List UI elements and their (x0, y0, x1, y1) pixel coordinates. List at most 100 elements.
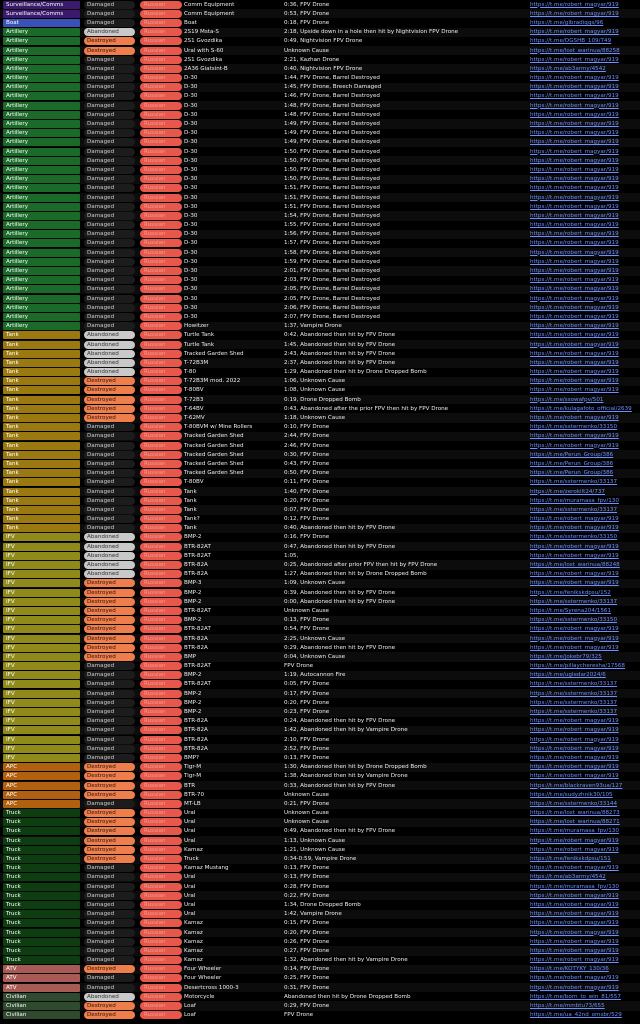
source-link[interactable]: https://t.me/robert_magyar/919 (530, 938, 619, 945)
source-link[interactable]: https://t.me/ab3army/4542 (530, 65, 606, 72)
source-link[interactable]: https://t.me/robert_magyar/919 (530, 846, 619, 853)
source-link[interactable]: https://t.me/robert_magyar/919 (530, 892, 619, 899)
source-link[interactable]: https://t.me/sstermenko/33137 (530, 506, 618, 513)
source-link[interactable]: https://t.me/Syrena204/1561 (530, 607, 612, 614)
source-link[interactable]: https://t.me/robert_magyar/919 (530, 130, 619, 137)
source-link[interactable]: https://t.me/robert_magyar/919 (530, 194, 619, 201)
source-link[interactable]: https://t.me/robert_magyar/919 (530, 571, 619, 578)
source-link[interactable]: https://t.me/robert_magyar/919 (530, 157, 619, 164)
source-link[interactable]: https://t.me/robert_magyar/919 (530, 304, 619, 311)
source-link[interactable]: https://t.me/sstermenko/33137 (530, 681, 618, 688)
source-link[interactable]: https://t.me/robert_magyar/919 (530, 240, 619, 247)
source-link[interactable]: https://t.me/ssowafpv/501 (530, 396, 604, 403)
source-link[interactable]: https://t.me/robert_magyar/919 (530, 93, 619, 100)
source-link[interactable]: https://t.me/sstermenko/33150 (530, 424, 618, 431)
source-link[interactable]: https://t.me/robert_magyar/919 (530, 139, 619, 146)
source-link[interactable]: https://t.me/robert_magyar/919 (530, 947, 619, 954)
source-link[interactable]: https://t.me/robert_magyar/919 (530, 350, 619, 357)
source-link[interactable]: https://t.me/robert_magyar/919 (530, 231, 619, 238)
source-link[interactable]: https://t.me/robert_magyar/919 (530, 222, 619, 229)
source-link[interactable]: https://t.me/robert_magyar/919 (530, 745, 619, 752)
source-link[interactable]: https://t.me/robert_magyar/919 (530, 10, 619, 17)
source-link[interactable]: https://t.me/robert_magyar/919 (530, 1, 619, 8)
source-link[interactable]: https://t.me/robert_magyar/919 (530, 754, 619, 761)
source-link[interactable]: https://t.me/blackraven93ua/127 (530, 782, 623, 789)
source-link[interactable]: https://t.me/lost_warinua/88258 (530, 47, 620, 54)
source-link[interactable]: https://t.me/robert_magyar/919 (530, 29, 619, 36)
source-link[interactable]: https://t.me/OGSHB_109/749 (530, 38, 612, 45)
source-link[interactable]: https://t.me/robert_magyar/919 (530, 911, 619, 918)
source-link[interactable]: https://t.me/robert_magyar/919 (530, 975, 619, 982)
source-link[interactable]: https://t.me/robert_magyar/919 (530, 580, 619, 587)
source-link[interactable]: https://t.me/robert_magyar/919 (530, 957, 619, 964)
source-link[interactable]: https://t.me/robert_magyar/919 (530, 203, 619, 210)
source-link[interactable]: https://t.me/sstermenko/33137 (530, 709, 618, 716)
source-link[interactable]: https://t.me/ab3army/4542 (530, 874, 606, 881)
source-link[interactable]: https://t.me/robert_magyar/919 (530, 736, 619, 743)
source-link[interactable]: https://t.me/robert_magyar/919 (530, 359, 619, 366)
source-link[interactable]: https://t.me/lost_warinua/88273 (530, 810, 620, 817)
source-link[interactable]: https://t.me/pillaycheresha/17568 (530, 663, 625, 670)
source-link[interactable]: https://t.me/robert_magyar/919 (530, 148, 619, 155)
source-link[interactable]: https://t.me/robert_magyar/919 (530, 249, 619, 256)
source-link[interactable]: https://t.me/robert_magyar/919 (530, 295, 619, 302)
source-link[interactable]: https://t.me/robert_magyar/919 (530, 111, 619, 118)
source-link[interactable]: https://t.me/robert_magyar/919 (530, 121, 619, 128)
source-link[interactable]: https://t.me/ua_42nd_omsbr/529 (530, 1012, 622, 1019)
source-link[interactable]: https://t.me/gibradiqqs/96 (530, 19, 604, 26)
source-link[interactable]: https://t.me/robert_magyar/919 (530, 552, 619, 559)
source-link[interactable]: https://t.me/ugledar2024/6 (530, 672, 606, 679)
source-link[interactable]: https://t.me/sstermenko/33137 (530, 598, 618, 605)
source-link[interactable]: https://t.me/robert_magyar/919 (530, 525, 619, 532)
source-link[interactable]: https://t.me/robert_magyar/919 (530, 258, 619, 265)
source-link[interactable]: https://t.me/robert_magyar/919 (530, 369, 619, 376)
source-link[interactable]: https://t.me/robert_magyar/919 (530, 516, 619, 523)
source-link[interactable]: https://t.me/robert_magyar/919 (530, 286, 619, 293)
source-link[interactable]: https://t.me/born_to_win_81/557 (530, 993, 621, 1000)
source-link[interactable]: https://t.me/robert_magyar/919 (530, 920, 619, 927)
source-link[interactable]: https://t.me/robert_magyar/919 (530, 378, 619, 385)
source-link[interactable]: https://t.me/robert_magyar/919 (530, 727, 619, 734)
source-link[interactable]: https://t.me/robert_magyar/919 (530, 635, 619, 642)
source-link[interactable]: https://t.me/sstermenko/33144 (530, 800, 618, 807)
source-link[interactable]: https://t.me/robert_magyar/919 (530, 332, 619, 339)
source-link[interactable]: https://t.me/robert_magyar/919 (530, 387, 619, 394)
source-link[interactable]: https://t.me/mmbtu73/655 (530, 1003, 605, 1010)
source-link[interactable]: https://t.me/lost_warinua/88248 (530, 562, 620, 569)
source-link[interactable]: https://t.me/robert_magyar/919 (530, 212, 619, 219)
source-link[interactable]: https://t.me/zerokilt24/737 (530, 488, 605, 495)
source-link[interactable]: https://t.me/robert_magyar/919 (530, 84, 619, 91)
source-link[interactable]: https://t.me/robert_magyar/919 (530, 773, 619, 780)
source-link[interactable]: https://t.me/muramasa_fpv/130 (530, 828, 619, 835)
source-link[interactable]: https://t.me/robert_magyar/919 (530, 415, 619, 422)
source-link[interactable]: https://t.me/robert_magyar/919 (530, 341, 619, 348)
source-link[interactable]: https://t.me/robert_magyar/919 (530, 442, 619, 449)
source-link[interactable]: https://t.me/robert_magyar/919 (530, 929, 619, 936)
source-link[interactable]: https://t.me/robert_magyar/919 (530, 56, 619, 63)
source-link[interactable]: https://t.me/sstermenko/33150 (530, 534, 618, 541)
source-link[interactable]: https://t.me/robert_magyar/919 (530, 268, 619, 275)
source-link[interactable]: https://t.me/robert_magyar/919 (530, 313, 619, 320)
source-link[interactable]: https://t.me/robert_magyar/919 (530, 543, 619, 550)
source-link[interactable]: https://t.me/robert_magyar/919 (530, 102, 619, 109)
source-link[interactable]: https://t.me/robert_magyar/919 (530, 718, 619, 725)
source-link[interactable]: https://t.me/robert_magyar/919 (530, 433, 619, 440)
source-link[interactable]: https://t.me/sstermenko/33137 (530, 699, 618, 706)
source-link[interactable]: https://t.me/sstermenko/33137 (530, 479, 618, 486)
source-link[interactable]: https://t.me/robert_magyar/919 (530, 865, 619, 872)
source-link[interactable]: https://t.me/robert_magyar/919 (530, 277, 619, 284)
source-link[interactable]: https://t.me/robert_magyar/919 (530, 176, 619, 183)
source-link[interactable]: https://t.me/kulagafoto_official/2639 (530, 405, 632, 412)
source-link[interactable]: https://t.me/fenikskdpsu/151 (530, 856, 611, 863)
source-link[interactable]: https://t.me/muramasa_fpv/130 (530, 883, 619, 890)
source-link[interactable]: https://t.me/sudyzhnik30/105 (530, 791, 613, 798)
source-link[interactable]: https://t.me/KOTYKY_130/36 (530, 966, 609, 973)
source-link[interactable]: https://t.me/robert_magyar/919 (530, 75, 619, 82)
source-link[interactable]: https://t.me/robert_magyar/919 (530, 166, 619, 173)
source-link[interactable]: https://t.me/robert_magyar/919 (530, 984, 619, 991)
source-link[interactable]: https://t.me/robert_magyar/919 (530, 764, 619, 771)
source-link[interactable]: https://t.me/muramasa_fpv/130 (530, 497, 619, 504)
source-link[interactable]: https://t.me/lost_warinua/88271 (530, 819, 620, 826)
source-link[interactable]: https://t.me/robert_magyar/919 (530, 185, 619, 192)
source-link[interactable]: https://t.me/robert_magyar/919 (530, 323, 619, 330)
